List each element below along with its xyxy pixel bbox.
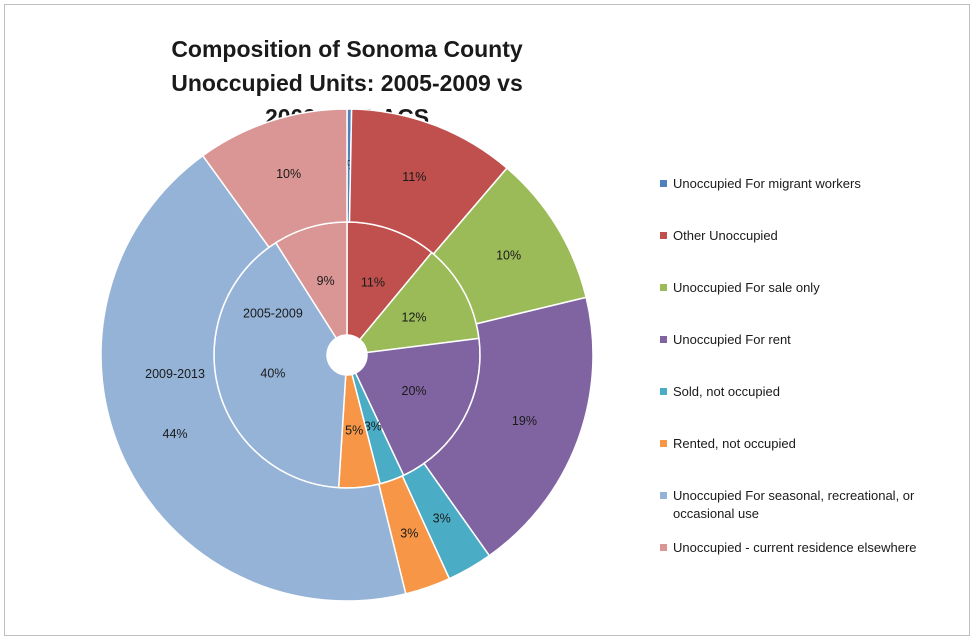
legend-item: Unoccupied For rent (660, 331, 970, 383)
data-label: 11% (402, 170, 426, 184)
legend-swatch (660, 544, 667, 551)
slice (422, 296, 594, 557)
legend-swatch (660, 440, 667, 447)
series-label: 2005-2009 (243, 306, 303, 320)
data-label: 3% (364, 419, 382, 433)
chart-frame (4, 4, 970, 636)
data-label: 20% (402, 384, 427, 398)
legend-swatch (660, 388, 667, 395)
series-label: 2009-2013 (145, 367, 205, 381)
slice (100, 154, 407, 602)
legend-item: Rented, not occupied (660, 435, 970, 487)
data-label: 19% (512, 414, 537, 428)
legend-label: Unoccupied For rent (673, 332, 791, 347)
legend-label: Other Unoccupied (673, 228, 778, 243)
legend-item: Unoccupied - current residence elsewhere (660, 539, 970, 591)
legend-label: Sold, not occupied (673, 384, 780, 399)
data-label: 10% (496, 248, 521, 262)
data-label: 5% (345, 423, 363, 437)
slice (201, 108, 348, 249)
legend-item: Unoccupied For sale only (660, 279, 970, 331)
legend-label: Rented, not occupied (673, 436, 796, 451)
legend-swatch (660, 336, 667, 343)
legend-item: Other Unoccupied (660, 227, 970, 279)
legend-label: Unoccupied For migrant workers (673, 176, 861, 191)
legend-item: Unoccupied For seasonal, recreational, o… (660, 487, 970, 539)
legend-item: Sold, not occupied (660, 383, 970, 435)
data-label: 3% (400, 526, 418, 540)
legend-label: Unoccupied - current residence elsewhere (673, 540, 917, 555)
legend-swatch (660, 232, 667, 239)
legend-label: Unoccupied For sale only (673, 280, 820, 295)
legend-label: Unoccupied For seasonal, recreational, o… (673, 488, 915, 521)
legend-item: Unoccupied For migrant workers (660, 175, 970, 227)
data-label: 3% (433, 511, 451, 525)
data-label: 9% (317, 274, 335, 288)
legend: Unoccupied For migrant workers Other Unoc… (660, 175, 970, 591)
legend-swatch (660, 492, 667, 499)
legend-swatch (660, 180, 667, 187)
data-label: 44% (163, 427, 188, 441)
data-label: 40% (260, 366, 285, 380)
data-label: 12% (402, 310, 427, 324)
data-label: 11% (361, 275, 385, 289)
legend-swatch (660, 284, 667, 291)
data-label: 10% (276, 167, 301, 181)
